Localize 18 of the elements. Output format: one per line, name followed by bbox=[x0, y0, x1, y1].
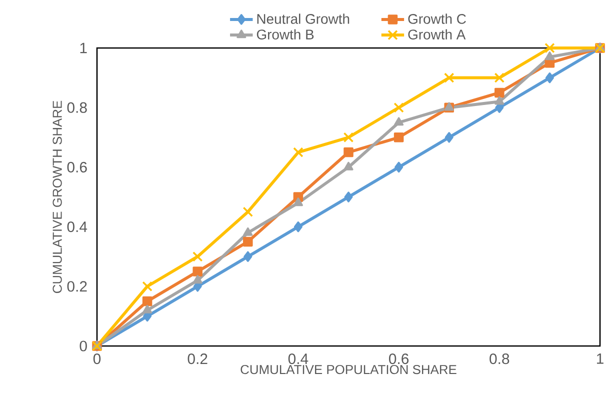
x-tick-label: 0.8 bbox=[490, 354, 510, 364]
x-tick-label: 0.6 bbox=[388, 354, 409, 364]
x-axis-title: CUMULATIVE POPULATION SHARE bbox=[240, 364, 456, 374]
legend-label: Growth B bbox=[256, 29, 314, 40]
legend-label: Growth A bbox=[408, 29, 466, 40]
x-tick-label: 0.4 bbox=[288, 354, 308, 364]
y-axis-title: CUMULATIVE GROWTH SHARE bbox=[52, 100, 62, 294]
x-tick-label: 1 bbox=[596, 354, 604, 364]
x-tick-label: 0.2 bbox=[188, 354, 208, 364]
legend-label: Neutral Growth bbox=[257, 14, 350, 24]
y-tick-label: 0.4 bbox=[67, 222, 88, 232]
y-tick-label: 0.6 bbox=[67, 162, 87, 172]
x-tick-label: 0 bbox=[93, 354, 101, 364]
y-tick-label: 0.8 bbox=[67, 102, 87, 113]
y-tick-label: 1 bbox=[80, 42, 87, 54]
y-tick-label: 0 bbox=[80, 340, 87, 352]
y-tick-label: 0.2 bbox=[67, 281, 87, 292]
legend-label: Growth C bbox=[408, 14, 466, 24]
